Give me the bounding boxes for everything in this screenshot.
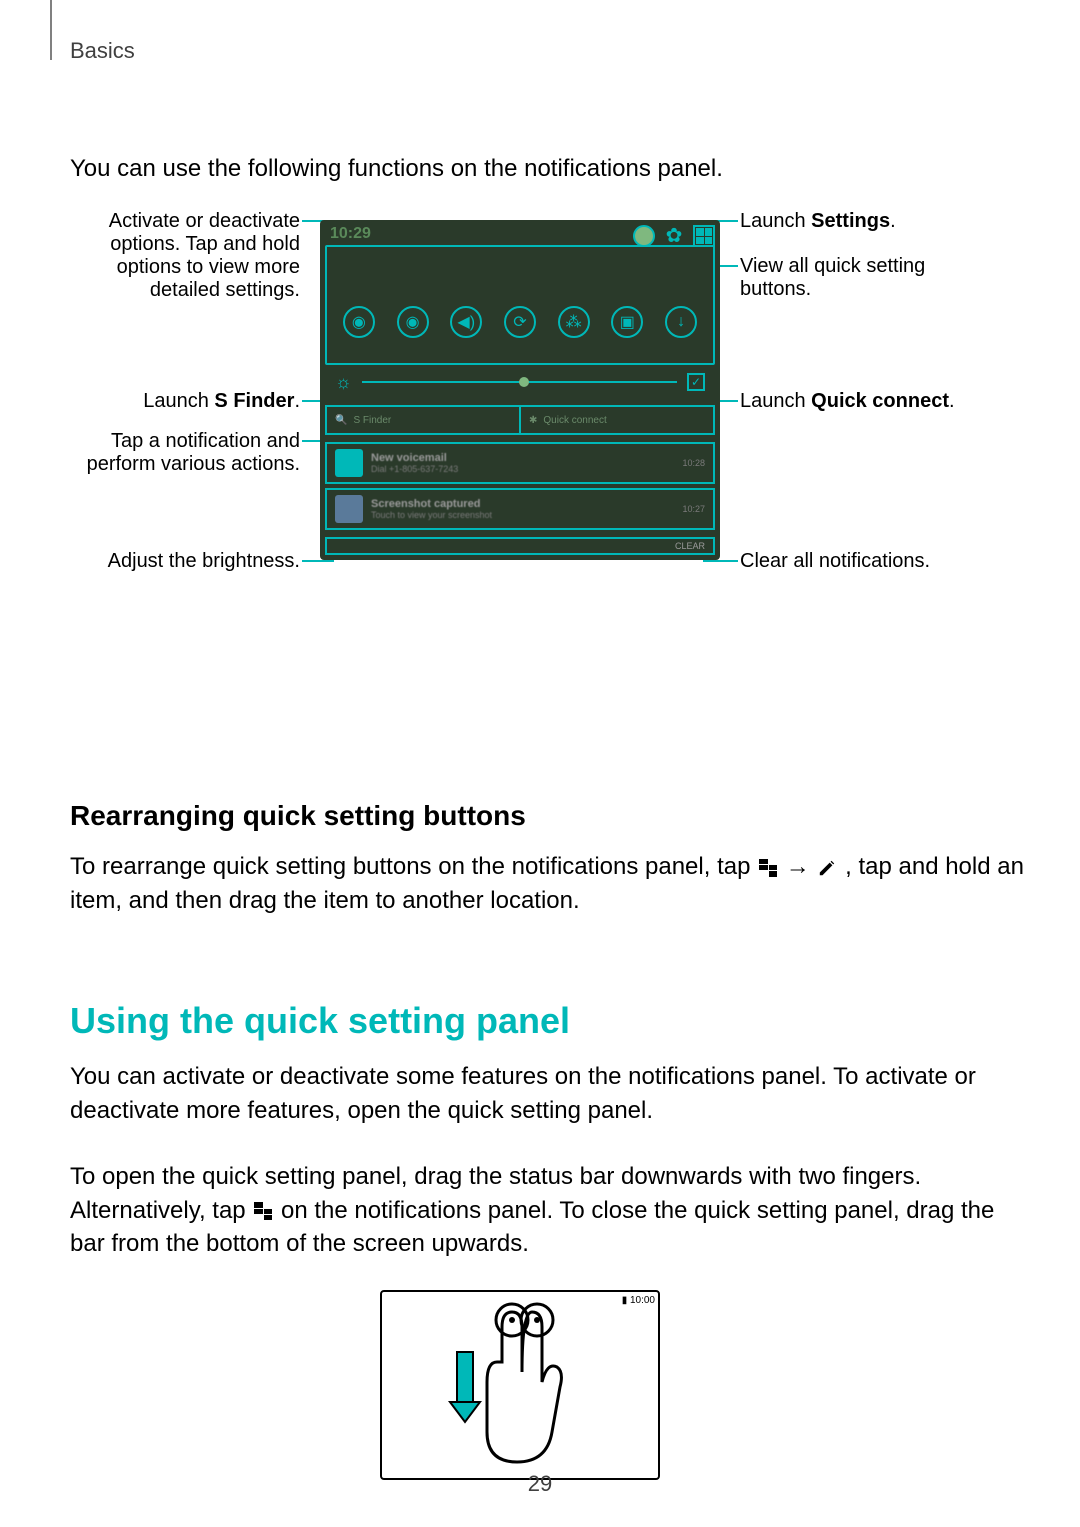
pencil-icon: [818, 859, 836, 877]
rotate-icon: ⟳: [504, 306, 536, 338]
star-icon: ✱: [529, 415, 537, 426]
callout-activate-text: Activate or deactivate options. Tap and …: [109, 210, 300, 301]
user-icon: [633, 225, 655, 247]
body-text: →: [786, 853, 817, 880]
using-body1: You can activate or deactivate some feat…: [70, 1060, 1025, 1127]
text-bold: S Finder: [214, 390, 294, 412]
notification-panel-diagram: Activate or deactivate options. Tap and …: [70, 200, 1010, 600]
notification-item: Screenshot captured Touch to view your s…: [325, 488, 715, 530]
callout-brightness-text: Adjust the brightness.: [108, 550, 300, 572]
grid-icon: [693, 225, 715, 247]
subheading-text: Rearranging quick setting buttons: [70, 800, 1025, 832]
notification-item: New voicemail Dial +1-805-637-7243 10:28: [325, 442, 715, 484]
notif-text: New voicemail Dial +1-805-637-7243: [371, 452, 674, 474]
sound-icon: ◀): [450, 306, 482, 338]
callout-clear: Clear all notifications.: [740, 550, 990, 573]
text: Launch: [143, 390, 214, 412]
time-display: 10:29: [330, 225, 371, 243]
callout-viewall-text: View all quick setting buttons.: [740, 255, 925, 300]
using-heading: Using the quick setting panel: [70, 1000, 1025, 1042]
using-body2: To open the quick setting panel, drag th…: [70, 1160, 1025, 1261]
notif-title: Screenshot captured: [371, 498, 674, 510]
teal-heading-text: Using the quick setting panel: [70, 1000, 1025, 1042]
brightness-icon: ☼: [335, 372, 352, 393]
body-text: You can activate or deactivate some feat…: [70, 1063, 976, 1124]
text: Launch: [740, 390, 811, 412]
gear-icon: ✿: [663, 225, 685, 247]
callout-quickconnect: Launch Quick connect.: [740, 390, 990, 413]
callout-settings: Launch Settings.: [740, 210, 990, 233]
clear-label: CLEAR: [675, 541, 705, 551]
sfinder-quickconnect-row: 🔍 S Finder ✱ Quick connect: [325, 405, 715, 435]
text: .: [294, 390, 300, 412]
notif-text: Screenshot captured Touch to view your s…: [371, 498, 674, 520]
voicemail-icon: [335, 449, 363, 477]
location-icon: ◉: [397, 306, 429, 338]
grid-icon: [254, 1202, 272, 1220]
brightness-slider: [362, 381, 678, 383]
callout-sfinder: Launch S Finder.: [70, 390, 300, 413]
callout-line: [302, 560, 332, 562]
text: Launch: [740, 210, 811, 232]
screenshot-icon: [335, 495, 363, 523]
quickconnect-button: ✱ Quick connect: [521, 407, 713, 433]
intro-text: You can use the following functions on t…: [70, 155, 723, 183]
sfinder-button: 🔍 S Finder: [327, 407, 521, 433]
brightness-thumb: [519, 377, 529, 387]
callout-notification-text: Tap a notification and perform various a…: [87, 430, 300, 475]
bluetooth-icon: ⁂: [558, 306, 590, 338]
callout-line: [705, 560, 738, 562]
status-icons: ✿: [633, 225, 715, 247]
text-bold: Settings: [811, 210, 890, 232]
hand-icon: [442, 1302, 642, 1472]
callout-viewall: View all quick setting buttons.: [740, 255, 990, 301]
quick-settings-header: ◉ ◉ ◀) ⟳ ⁂ ▣ ↓: [325, 245, 715, 365]
quickconnect-label: Quick connect: [543, 415, 606, 426]
search-icon: 🔍: [335, 415, 347, 426]
text: .: [949, 390, 955, 412]
notif-subtitle: Dial +1-805-637-7243: [371, 464, 674, 474]
notification-panel-screenshot: 10:29 ✿ ◉ ◉ ◀) ⟳ ⁂ ▣ ↓ ☼ ✓: [320, 220, 720, 560]
callout-notification: Tap a notification and perform various a…: [70, 430, 300, 476]
quick-settings-row: ◉ ◉ ◀) ⟳ ⁂ ▣ ↓: [332, 292, 708, 352]
callout-brightness: Adjust the brightness.: [70, 550, 300, 573]
callout-clear-text: Clear all notifications.: [740, 550, 930, 572]
time-text: 10:29: [330, 225, 371, 242]
rearranging-heading: Rearranging quick setting buttons: [70, 800, 1025, 832]
notif-subtitle: Touch to view your screenshot: [371, 510, 674, 520]
gesture-illustration: ▮ 10:00: [380, 1290, 660, 1480]
wifi-icon: ◉: [343, 306, 375, 338]
text-bold: Quick connect: [811, 390, 949, 412]
clear-button: CLEAR: [325, 537, 715, 555]
callout-activate: Activate or deactivate options. Tap and …: [70, 210, 300, 302]
sfinder-label: S Finder: [353, 415, 391, 426]
auto-brightness-checkbox: ✓: [687, 373, 705, 391]
page-number: 29: [0, 1471, 1080, 1497]
notif-time: 10:28: [682, 458, 705, 468]
body-text: To rearrange quick setting buttons on th…: [70, 853, 757, 880]
brightness-row: ☼ ✓: [325, 367, 715, 397]
page-border: [50, 0, 52, 60]
download-icon: ↓: [665, 306, 697, 338]
grid-icon: [759, 859, 777, 877]
mobile-icon: ▣: [611, 306, 643, 338]
text: .: [890, 210, 896, 232]
section-header: Basics: [70, 38, 135, 64]
rearranging-body: To rearrange quick setting buttons on th…: [70, 850, 1025, 917]
notif-time: 10:27: [682, 504, 705, 514]
notif-title: New voicemail: [371, 452, 674, 464]
